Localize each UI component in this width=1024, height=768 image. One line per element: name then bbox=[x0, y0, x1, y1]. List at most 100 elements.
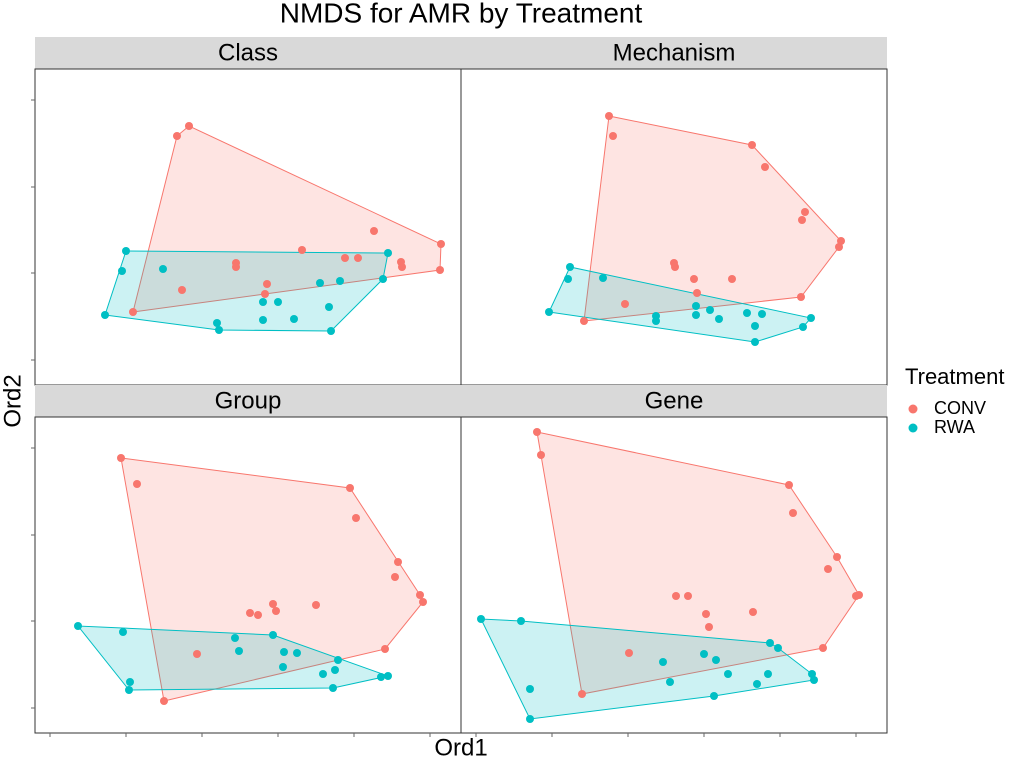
point bbox=[159, 265, 167, 273]
point bbox=[259, 298, 267, 306]
point bbox=[785, 481, 793, 489]
point bbox=[133, 480, 141, 488]
point bbox=[352, 514, 360, 522]
point bbox=[835, 243, 843, 251]
panel-border bbox=[460, 68, 888, 386]
point bbox=[797, 293, 805, 301]
point bbox=[743, 309, 751, 317]
point bbox=[748, 141, 756, 149]
point bbox=[213, 319, 221, 327]
point bbox=[436, 266, 444, 274]
point bbox=[274, 298, 282, 306]
legend-marker bbox=[908, 404, 918, 414]
point bbox=[334, 656, 342, 664]
point bbox=[672, 592, 680, 600]
point bbox=[693, 289, 701, 297]
point bbox=[178, 286, 186, 294]
point bbox=[384, 249, 392, 257]
point bbox=[398, 263, 406, 271]
point bbox=[810, 676, 818, 684]
panel-title: Mechanism bbox=[613, 39, 736, 66]
point bbox=[700, 650, 708, 658]
point bbox=[336, 277, 344, 285]
point bbox=[394, 558, 402, 566]
point bbox=[74, 622, 82, 630]
strip bbox=[461, 37, 887, 69]
point bbox=[580, 317, 588, 325]
point bbox=[325, 303, 333, 311]
point bbox=[764, 670, 772, 678]
panel-border bbox=[34, 68, 462, 386]
point bbox=[692, 311, 700, 319]
point bbox=[279, 663, 287, 671]
point bbox=[621, 300, 629, 308]
point bbox=[684, 592, 692, 600]
point bbox=[517, 617, 525, 625]
point bbox=[331, 666, 339, 674]
x-axis-label: Ord1 bbox=[434, 734, 487, 761]
point bbox=[125, 686, 133, 694]
point bbox=[753, 680, 761, 688]
point bbox=[705, 623, 713, 631]
point bbox=[259, 316, 267, 324]
point bbox=[666, 678, 674, 686]
point bbox=[185, 122, 193, 130]
point bbox=[377, 673, 385, 681]
point bbox=[798, 216, 806, 224]
plot-area bbox=[477, 428, 863, 723]
point bbox=[346, 484, 354, 492]
point bbox=[605, 112, 613, 120]
point bbox=[416, 591, 424, 599]
plot-area bbox=[74, 454, 427, 705]
point bbox=[766, 639, 774, 647]
point bbox=[329, 684, 337, 692]
panel-title: Group bbox=[215, 387, 282, 414]
point bbox=[671, 263, 679, 271]
point bbox=[690, 275, 698, 283]
point bbox=[312, 601, 320, 609]
point bbox=[578, 690, 586, 698]
point bbox=[231, 634, 239, 642]
point bbox=[566, 263, 574, 271]
panel-border bbox=[34, 416, 462, 734]
point bbox=[692, 302, 700, 310]
point bbox=[160, 697, 168, 705]
point bbox=[819, 644, 827, 652]
point bbox=[545, 308, 553, 316]
point bbox=[118, 267, 126, 275]
point bbox=[269, 631, 277, 639]
legend-marker bbox=[908, 423, 918, 433]
point bbox=[126, 678, 134, 686]
point bbox=[564, 275, 572, 283]
point bbox=[246, 609, 254, 617]
point bbox=[419, 598, 427, 606]
point bbox=[761, 163, 769, 171]
point bbox=[290, 315, 298, 323]
point bbox=[254, 611, 262, 619]
point bbox=[712, 656, 720, 664]
point bbox=[537, 451, 545, 459]
point bbox=[379, 275, 387, 283]
point bbox=[728, 275, 736, 283]
point bbox=[526, 685, 534, 693]
point bbox=[437, 240, 445, 248]
point bbox=[526, 715, 534, 723]
legend-label: CONV bbox=[934, 398, 986, 418]
point bbox=[269, 600, 277, 608]
strip bbox=[461, 385, 887, 417]
point bbox=[751, 338, 759, 346]
point bbox=[710, 692, 718, 700]
legend-label: RWA bbox=[934, 417, 975, 437]
point bbox=[599, 274, 607, 282]
point bbox=[609, 132, 617, 140]
point bbox=[381, 645, 389, 653]
point bbox=[193, 650, 201, 658]
point bbox=[533, 428, 541, 436]
point bbox=[101, 311, 109, 319]
point bbox=[261, 290, 269, 298]
strip bbox=[35, 385, 461, 417]
point bbox=[855, 591, 863, 599]
point bbox=[272, 607, 280, 615]
point bbox=[833, 553, 841, 561]
